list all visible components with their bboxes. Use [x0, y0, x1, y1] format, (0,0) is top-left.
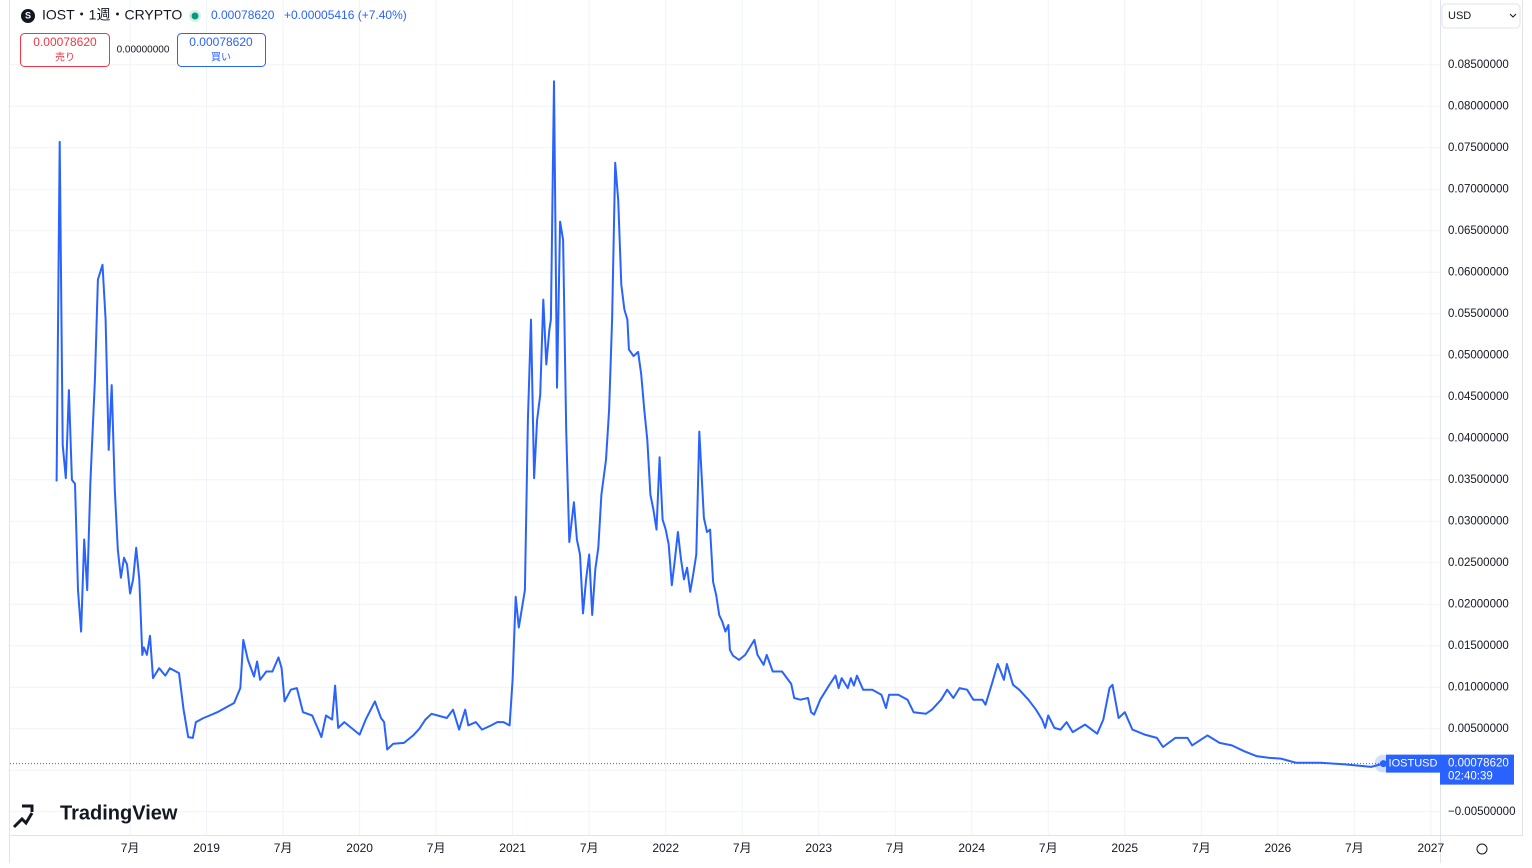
y-tick-label: 0.05000000 — [1448, 349, 1509, 361]
y-tick-label: 0.03000000 — [1448, 515, 1509, 527]
header-change: +0.00005416 (+7.40%) — [284, 8, 407, 22]
price-label-countdown: 02:40:39 — [1448, 771, 1493, 783]
x-tick-label: 7月 — [1039, 841, 1058, 855]
x-tick-label: 2024 — [958, 841, 985, 855]
y-tick-label: 0.08000000 — [1448, 100, 1509, 112]
time-axis: 7月 2019 7月 2020 7月 2021 7月 2022 7月 2023 7月 2024 7月 20… — [121, 841, 1445, 855]
currency: USD — [1448, 10, 1471, 22]
last-point — [1379, 760, 1387, 768]
y-tick-label: 0.01000000 — [1448, 681, 1509, 693]
x-tick-label: 2025 — [1111, 841, 1138, 855]
settings-icon[interactable] — [1476, 843, 1488, 855]
y-tick-label: 0.04500000 — [1448, 391, 1509, 403]
y-tick-label: 0.06500000 — [1448, 225, 1509, 237]
spread: 0.00000000 — [117, 45, 170, 56]
x-tick-label: 2027 — [1417, 841, 1444, 855]
y-tick-label: 0.05500000 — [1448, 308, 1509, 320]
currency-dropdown[interactable] — [1441, 3, 1521, 29]
y-tick-label: 0.06000000 — [1448, 266, 1509, 278]
dropdown-caret — [1509, 13, 1517, 18]
series-name: IOSTUSD — [1389, 758, 1438, 770]
grid — [10, 0, 1440, 835]
sell-button[interactable] — [20, 33, 110, 67]
x-tick-label: 7月 — [580, 841, 599, 855]
plot — [10, 80, 1440, 768]
price-label-bg — [1440, 754, 1514, 785]
x-tick-label: 7月 — [733, 841, 752, 855]
x-tick-label: 2026 — [1264, 841, 1291, 855]
x-tick-label: 7月 — [886, 841, 905, 855]
price-label-value: 0.00078620 — [1448, 758, 1509, 770]
price-line — [55, 80, 1384, 768]
buy-button[interactable] — [177, 33, 266, 67]
x-tick-label: 7月 — [1192, 841, 1211, 855]
y-tick-label: 0.07500000 — [1448, 142, 1509, 154]
sell-price: 0.00078620 — [33, 35, 97, 49]
y-tick-label: 0.07000000 — [1448, 183, 1509, 195]
x-tick-label: 7月 — [121, 841, 140, 855]
x-tick-label: 2023 — [805, 841, 832, 855]
x-tick-label: 2021 — [499, 841, 526, 855]
x-tick-label: 7月 — [1345, 841, 1364, 855]
x-tick-label: 2019 — [193, 841, 220, 855]
header-price: 0.00078620 — [211, 8, 275, 22]
y-tick-label: 0.01500000 — [1448, 640, 1509, 652]
buy-label: 買い — [211, 52, 231, 64]
y-tick-label: 0.08500000 — [1448, 59, 1509, 71]
y-tick-label: 0.02000000 — [1448, 598, 1509, 610]
y-tick-label: 0.03500000 — [1448, 474, 1509, 486]
logo: TradingView — [60, 802, 178, 824]
symbol-title: IOST・1週・CRYPTO — [42, 7, 182, 23]
logo-icon — [12, 804, 34, 829]
price-axis-bg — [1440, 0, 1532, 863]
symbol-icon-glyph: S — [25, 10, 31, 20]
y-tick-label: 0.02500000 — [1448, 557, 1509, 569]
status-dot — [191, 12, 199, 20]
series-name-bg — [1386, 754, 1440, 773]
buy-price: 0.00078620 — [189, 35, 253, 49]
x-tick-label: 7月 — [274, 841, 293, 855]
x-tick-label: 2020 — [346, 841, 373, 855]
symbol-icon — [21, 9, 35, 23]
y-tick-label: 0.00500000 — [1448, 723, 1509, 735]
y-tick-label: −0.00500000 — [1448, 806, 1515, 818]
y-tick-label: 0.04000000 — [1448, 432, 1509, 444]
x-tick-label: 7月 — [427, 841, 446, 855]
corner — [1522, 836, 1532, 863]
x-tick-label: 2022 — [652, 841, 679, 855]
sell-label: 売り — [55, 51, 75, 64]
